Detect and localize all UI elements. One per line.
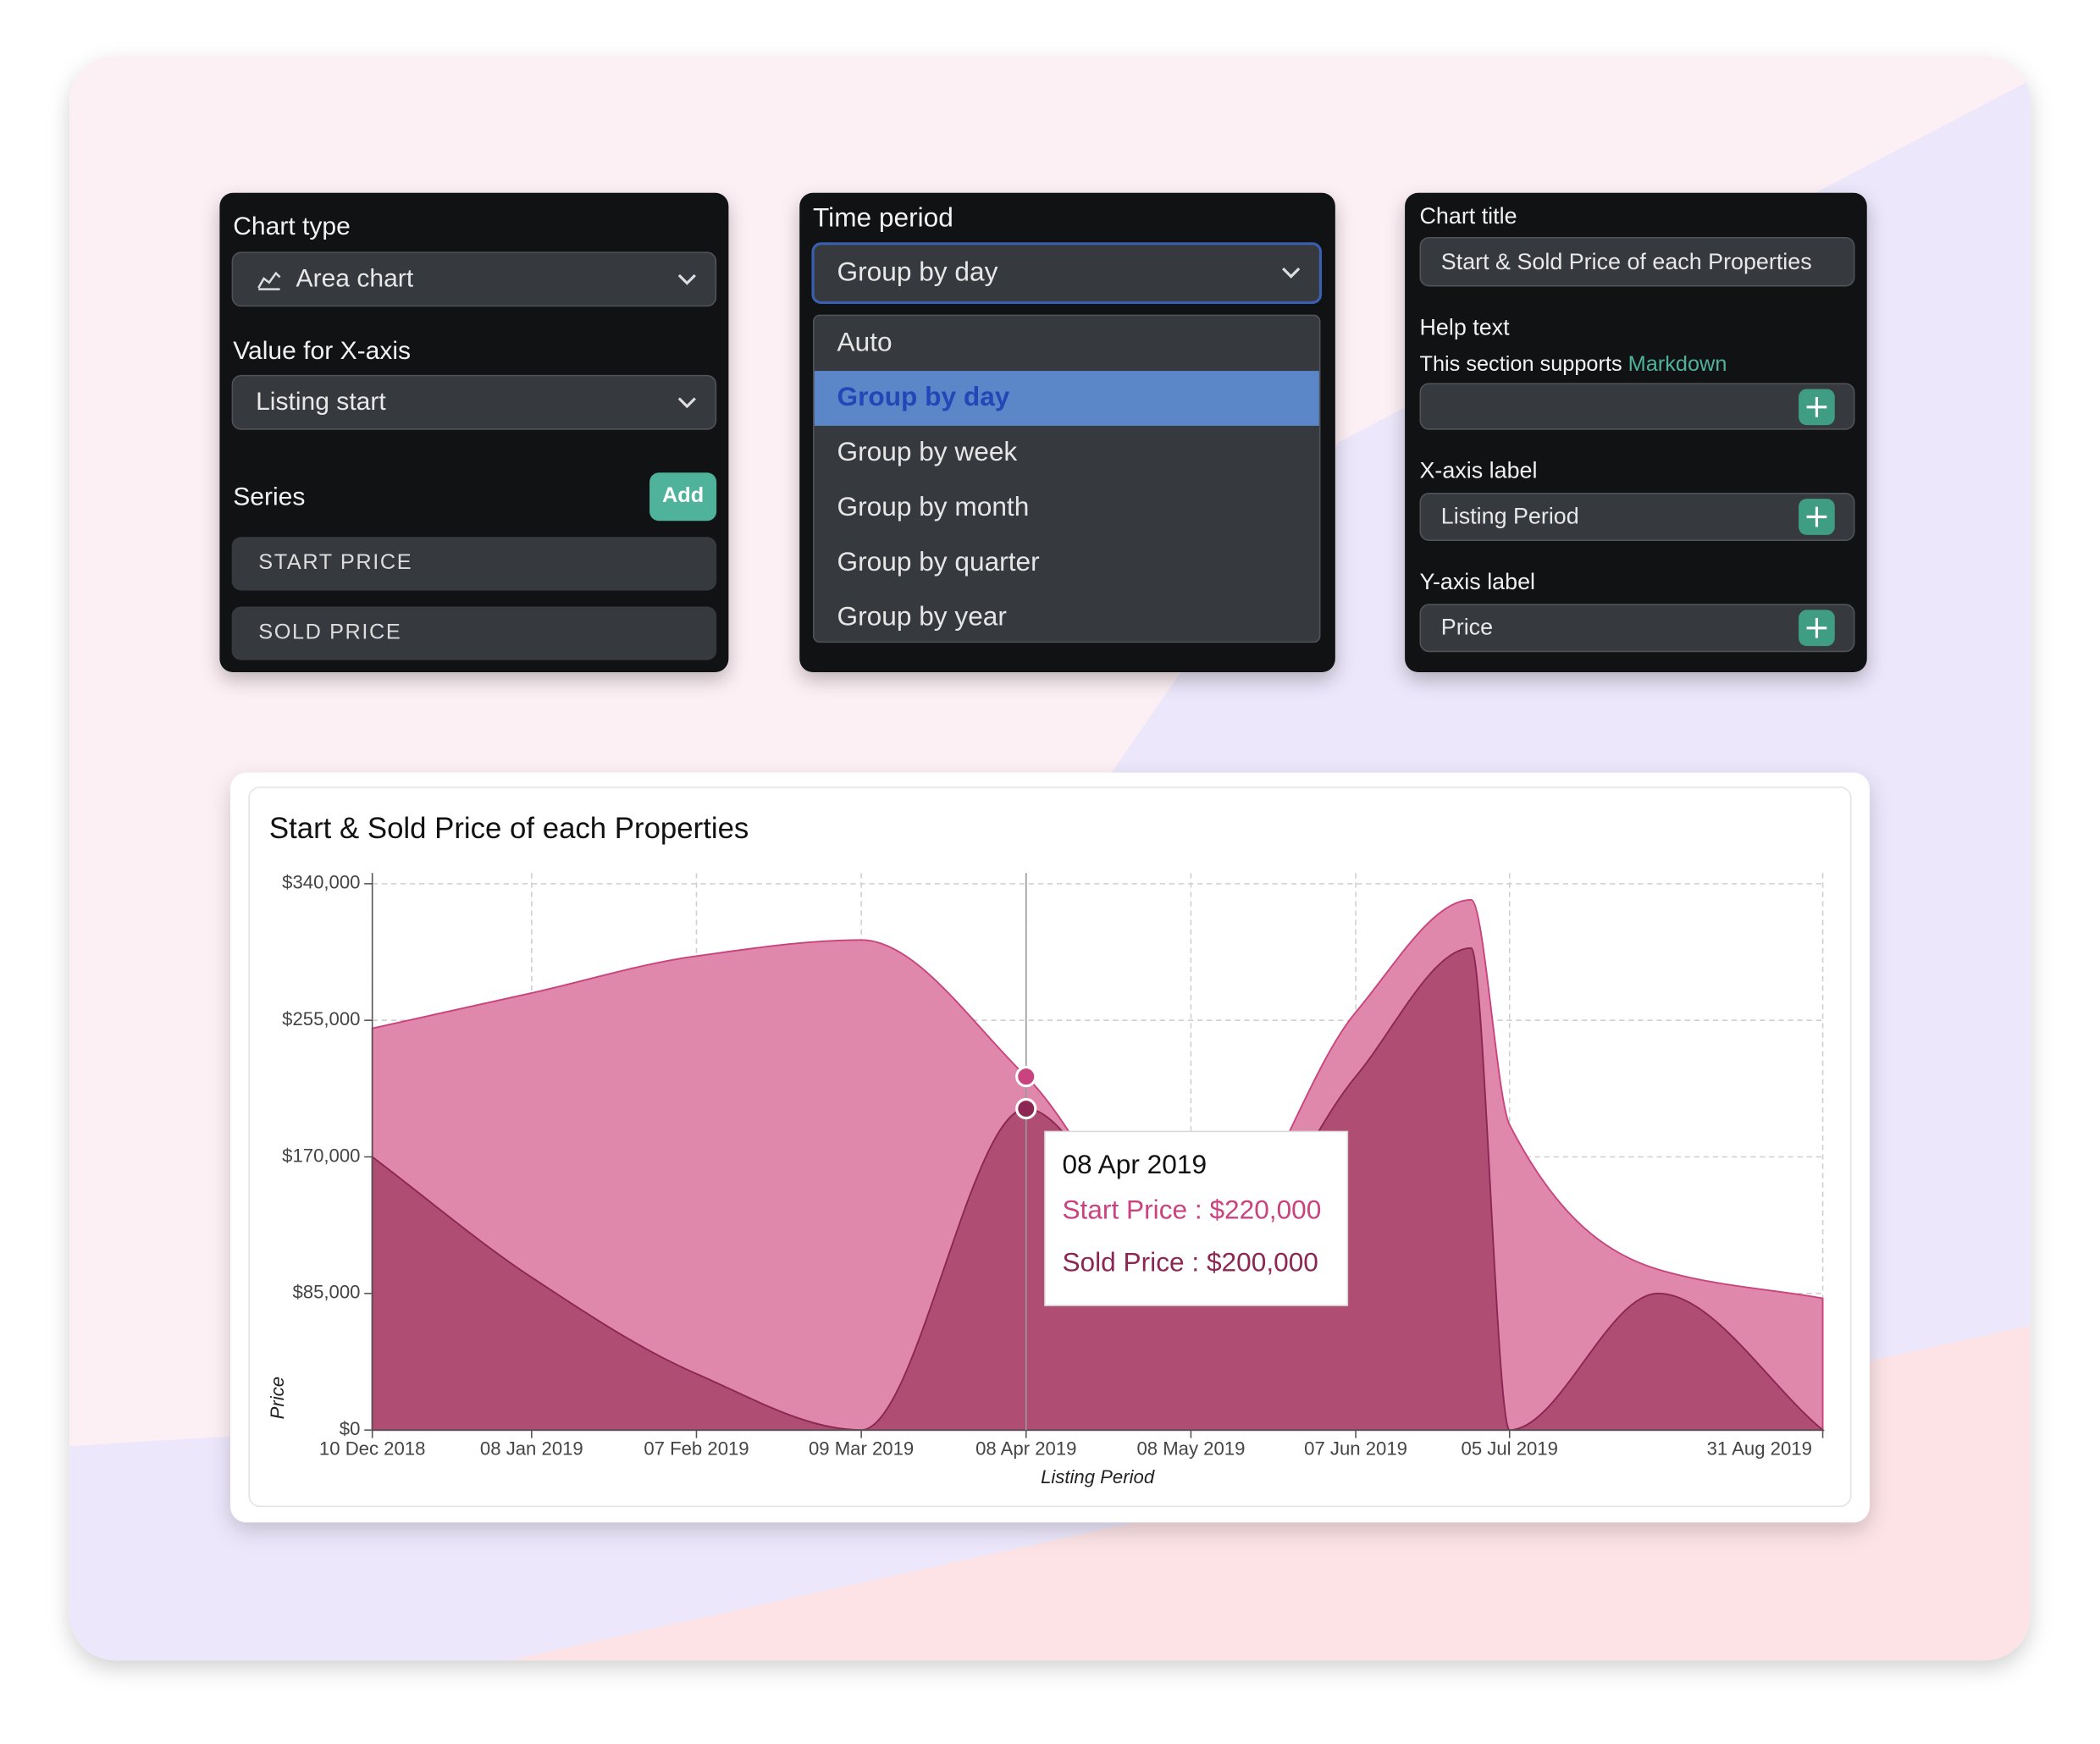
x-tick-label: 07 Feb 2019 [644, 1438, 749, 1460]
chart-title-input[interactable]: Start & Sold Price of each Properties [1419, 236, 1855, 287]
x-tick-label: 31 Aug 2019 [1707, 1438, 1812, 1460]
y-tick-label: $0 [340, 1418, 361, 1439]
chevron [677, 273, 696, 284]
y-tick-label: $255,000 [282, 1008, 360, 1029]
series-item[interactable]: SOLD PRICE [231, 606, 717, 660]
y-tick-label: $85,000 [292, 1282, 360, 1303]
y-tick-label: $170,000 [282, 1145, 360, 1166]
tooltip-line: Sold Price : $200,000 [1062, 1246, 1318, 1277]
label: X-axis label [1419, 457, 1538, 483]
label: Time period [813, 203, 953, 234]
add-icon[interactable] [1799, 388, 1835, 425]
hover-dot [1015, 1065, 1037, 1088]
label: Help text [1419, 314, 1510, 340]
chart-title: Start & Sold Price of each Properties [269, 813, 749, 845]
hover-dot [1015, 1097, 1037, 1120]
help-note: This section supports Markdown [1419, 354, 1727, 378]
add-button[interactable]: Add [649, 472, 717, 522]
plus [1806, 617, 1827, 638]
chart-type-panel: Chart type Area chart Value for X-axis L… [219, 192, 729, 672]
markdown-link[interactable]: Markdown [1628, 353, 1727, 377]
input-value: Price [1440, 614, 1494, 641]
x-tick-label: 05 Jul 2019 [1462, 1438, 1558, 1460]
label: Chart type [233, 212, 351, 241]
x-axis-label: Listing Period [1041, 1466, 1155, 1487]
y-axis-label-input[interactable]: Price [1419, 604, 1855, 653]
select-value: Listing start [256, 387, 386, 417]
label: Chart title [1419, 203, 1517, 229]
tooltip-title: 08 Apr 2019 [1062, 1149, 1207, 1179]
tooltip-line: Start Price : $220,000 [1062, 1195, 1321, 1225]
note: This section supports [1419, 353, 1622, 377]
tooltip-box [1044, 1130, 1349, 1306]
dropdown-option[interactable]: Group by year [837, 602, 1007, 632]
time-period-panel: Time period Group by day Auto Group by da… [799, 192, 1335, 672]
select-value: Group by day [837, 257, 998, 288]
series-name: SOLD PRICE [258, 621, 402, 644]
help-text-input[interactable] [1419, 383, 1855, 430]
y-axis-label: Price [267, 1377, 288, 1419]
plot: $0 $85,000 $170,000 $255,000 $340,000 10 Dec … [267, 872, 1826, 1487]
x-tick-label: 08 Apr 2019 [975, 1438, 1076, 1460]
label: Value for X-axis [233, 337, 412, 366]
select-value: Area chart [296, 264, 414, 293]
dropdown-option[interactable]: Group by week [837, 438, 1018, 467]
dropdown-option[interactable]: Group by month [837, 493, 1030, 522]
area-icon [257, 271, 281, 290]
chevron [1282, 267, 1301, 279]
x-tick-label: 08 Jan 2019 [480, 1438, 583, 1460]
label: Series [233, 483, 306, 512]
add-icon[interactable] [1799, 610, 1835, 647]
add-icon[interactable] [1799, 499, 1835, 535]
x-tick-label: 07 Jun 2019 [1304, 1438, 1407, 1460]
x-axis-select[interactable]: Listing start [231, 374, 717, 430]
label: Y-axis label [1419, 569, 1536, 595]
x-axis-label-input[interactable]: Listing Period [1419, 493, 1855, 541]
dropdown-option[interactable]: Group by quarter [837, 547, 1040, 577]
series-item[interactable]: START PRICE [231, 537, 717, 591]
labels-panel: Chart title Start & Sold Price of each P… [1405, 192, 1867, 672]
x-tick-label: 09 Mar 2019 [809, 1438, 914, 1460]
chevron [677, 396, 696, 408]
dropdown-option[interactable]: Group by day [814, 371, 1319, 426]
time-period-select[interactable]: Group by day [811, 242, 1323, 305]
plus [1806, 506, 1827, 527]
y-tick-label: $340,000 [282, 872, 360, 893]
x-tick-label: 10 Dec 2018 [319, 1438, 425, 1460]
input-value: Listing Period [1440, 503, 1579, 529]
dropdown-option[interactable]: Auto [837, 328, 892, 358]
x-tick-label: 08 May 2019 [1136, 1438, 1245, 1460]
plus [1806, 396, 1827, 417]
dropdown-list: Auto Group by day Group by week Group by mo… [813, 314, 1321, 643]
input-value: Start & Sold Price of each Properties [1440, 248, 1812, 274]
series-name: START PRICE [258, 551, 413, 575]
chart-type-select[interactable]: Area chart [231, 251, 717, 307]
